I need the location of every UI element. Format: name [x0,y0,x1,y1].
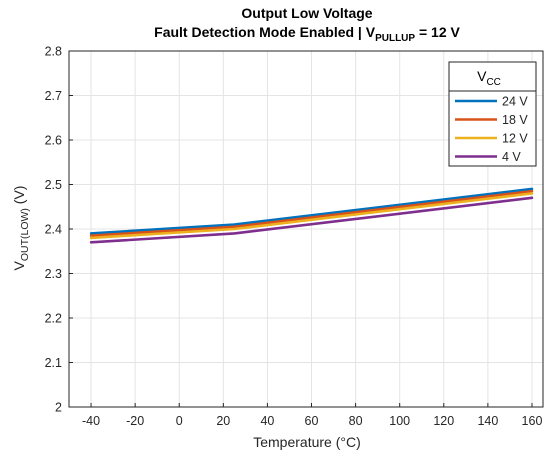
x-tick-label: 160 [522,414,543,428]
chart-title: Output Low Voltage [241,5,372,21]
x-tick-label: 20 [216,414,230,428]
series-line-4 [89,196,534,244]
y-tick-label: 2.7 [45,89,62,103]
legend-label: 4 V [502,150,521,164]
y-tick-label: 2.6 [45,134,62,148]
y-tick-label: 2.1 [45,356,62,370]
x-tick-label: -40 [82,414,100,428]
y-tick-label: 2.3 [45,267,62,281]
y-tick-label: 2.4 [45,223,62,237]
y-tick-label: 2.5 [45,178,62,192]
y-axis-label: VOUT(LOW) (V) [11,186,31,271]
series-line-2 [89,189,534,237]
subtitle-subscript: PULLUP [375,33,415,44]
x-tick-label: 120 [433,414,454,428]
axis-ticks: -40 -20 0 20 40 60 80 100 120 140 160 2 2.1 2.2 2.3 2.4… [45,45,543,429]
x-tick-label: -20 [126,414,144,428]
legend-title-sub: CC [486,77,500,88]
subtitle-prefix: Fault Detection Mode Enabled | V [154,24,376,40]
x-tick-label: 80 [349,414,363,428]
series-line-1 [89,187,534,235]
legend-title-main: V [477,68,487,84]
ylabel-subscript: OUT(LOW) [19,208,31,261]
x-tick-label: 0 [176,414,183,428]
y-tick-label: 2.2 [45,312,62,326]
ylabel-main: V [11,260,27,270]
legend-label: 12 V [502,132,528,146]
y-tick-label: 2 [55,401,62,415]
subtitle-suffix: = 12 V [415,24,460,40]
legend-box [448,61,537,167]
legend-label: 24 V [502,95,528,109]
x-tick-label: 100 [389,414,410,428]
chart-subtitle: Fault Detection Mode Enabled | VPULLUP =… [154,24,460,44]
x-axis-label: Temperature (°C) [253,434,361,450]
x-tick-label: 40 [260,414,274,428]
legend-title: VCC [477,68,501,88]
series-lines [89,187,534,244]
y-tick-label: 2.8 [45,45,62,59]
series-line-3 [89,192,534,240]
legend: VCC 24 V 18 V 12 V 4 V [448,61,537,167]
legend-label: 18 V [502,113,528,127]
legend-items: 24 V 18 V 12 V 4 V [455,95,528,164]
x-tick-label: 60 [305,414,319,428]
x-tick-label: 140 [477,414,498,428]
ylabel-suffix: (V) [11,186,27,209]
